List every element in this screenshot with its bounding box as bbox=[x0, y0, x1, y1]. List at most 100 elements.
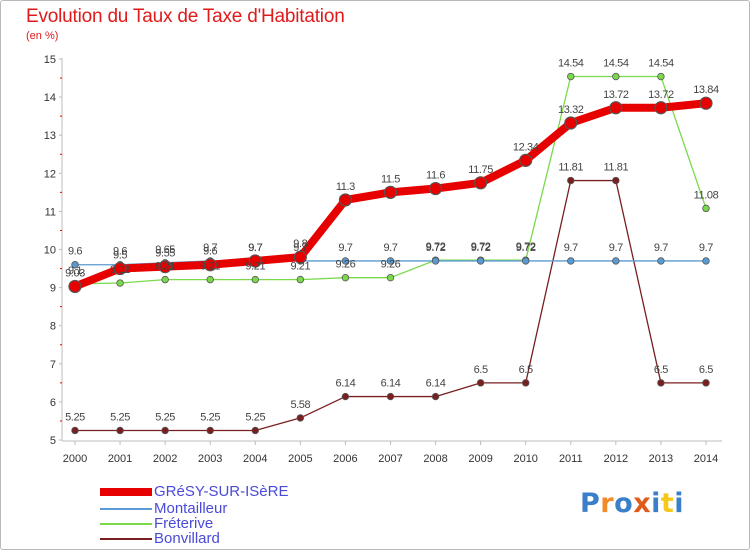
series-bonvillard bbox=[71, 176, 710, 435]
logo-letter: P bbox=[580, 488, 601, 519]
data-point-bonvillard bbox=[71, 426, 79, 435]
data-point-freterive bbox=[296, 275, 305, 284]
legend-swatch-montailleur bbox=[100, 508, 152, 510]
data-label-bonvillard: 5.25 bbox=[110, 411, 130, 423]
data-label-montailleur: 9.7 bbox=[248, 242, 262, 254]
data-point-gresy bbox=[699, 96, 713, 110]
data-point-gresy bbox=[248, 254, 262, 268]
data-label-bonvillard: 11.81 bbox=[558, 162, 583, 174]
legend-label-bonvillard: Bonvillard bbox=[154, 530, 220, 547]
data-point-gresy bbox=[68, 279, 82, 294]
data-label-gresy: 9.55 bbox=[155, 248, 175, 260]
y-tick-label: 11 bbox=[45, 206, 56, 218]
data-label-bonvillard: 6.5 bbox=[699, 364, 713, 376]
y-tick-label: 6 bbox=[50, 397, 56, 409]
data-point-gresy bbox=[293, 250, 307, 264]
x-tick-label: 2002 bbox=[153, 453, 177, 465]
data-label-montailleur: 9.72 bbox=[426, 242, 446, 254]
data-point-bonvillard bbox=[567, 176, 575, 185]
x-tick-label: 2012 bbox=[604, 453, 628, 465]
y-tick-label: 10 bbox=[44, 245, 56, 257]
x-tick-label: 2008 bbox=[423, 453, 447, 465]
data-label-freterive: 9.1 bbox=[68, 265, 82, 277]
data-point-montailleur bbox=[567, 257, 575, 265]
data-label-montailleur: 9.7 bbox=[203, 242, 217, 254]
data-label-freterive: 9.26 bbox=[381, 259, 401, 271]
data-point-bonvillard bbox=[431, 392, 440, 401]
data-label-freterive: 9.72 bbox=[471, 241, 491, 253]
logo-letter: r bbox=[600, 488, 615, 519]
legend-label-gresy: GRéSY-SUR-ISèRE bbox=[154, 483, 289, 500]
y-tick-label: 5 bbox=[50, 435, 56, 447]
logo-letter: x bbox=[633, 488, 652, 519]
data-label-gresy: 11.75 bbox=[468, 164, 493, 176]
data-label-gresy: 13.72 bbox=[603, 89, 629, 101]
data-label-gresy: 13.32 bbox=[558, 104, 584, 116]
data-label-montailleur: 9.7 bbox=[383, 242, 397, 254]
y-tick-label: 14 bbox=[44, 92, 56, 104]
data-label-bonvillard: 5.25 bbox=[155, 411, 175, 423]
data-point-montailleur bbox=[71, 261, 79, 269]
data-label-freterive: 9.21 bbox=[200, 261, 220, 273]
data-point-gresy bbox=[113, 261, 127, 276]
data-label-bonvillard: 6.5 bbox=[519, 364, 533, 376]
data-point-freterive bbox=[161, 275, 169, 284]
data-label-montailleur: 9.7 bbox=[699, 242, 713, 254]
y-tick-label: 12 bbox=[44, 168, 56, 180]
data-point-montailleur bbox=[386, 257, 395, 265]
data-label-bonvillard: 5.58 bbox=[290, 399, 310, 411]
data-point-montailleur bbox=[702, 257, 710, 265]
proxiti-logo: Proxiti bbox=[580, 488, 684, 519]
data-label-freterive: 14.54 bbox=[648, 58, 674, 70]
data-label-bonvillard: 5.25 bbox=[200, 411, 220, 423]
data-label-freterive: 9.72 bbox=[516, 241, 536, 253]
data-point-bonvillard bbox=[206, 426, 214, 435]
x-tick-label: 2003 bbox=[198, 453, 222, 465]
data-label-montailleur: 9.72 bbox=[471, 242, 491, 254]
data-label-gresy: 9.7 bbox=[248, 242, 262, 254]
data-point-gresy bbox=[158, 260, 172, 274]
data-label-montailleur: 9.7 bbox=[338, 242, 352, 254]
data-point-bonvillard bbox=[702, 379, 710, 387]
data-label-bonvillard: 6.14 bbox=[426, 378, 446, 390]
data-label-freterive: 9.12 bbox=[110, 264, 130, 276]
data-label-gresy: 9.5 bbox=[113, 250, 127, 262]
data-label-gresy: 12.34 bbox=[513, 141, 539, 153]
data-label-bonvillard: 6.5 bbox=[474, 364, 488, 376]
data-label-bonvillard: 5.25 bbox=[245, 411, 265, 423]
data-label-montailleur: 9.7 bbox=[654, 242, 668, 254]
data-point-bonvillard bbox=[296, 414, 305, 422]
data-label-freterive: 9.21 bbox=[245, 261, 265, 273]
x-tick-label: 2009 bbox=[468, 453, 492, 465]
logo-letter: i bbox=[674, 488, 685, 519]
y-tick-label: 13 bbox=[44, 130, 56, 142]
data-label-gresy: 9.6 bbox=[203, 246, 217, 258]
data-label-montailleur: 9.7 bbox=[609, 242, 623, 254]
data-label-montailleur: 9.72 bbox=[516, 242, 536, 254]
data-point-freterive bbox=[702, 204, 710, 213]
data-label-bonvillard: 6.14 bbox=[336, 378, 356, 390]
y-tick-label: 9 bbox=[50, 283, 56, 295]
y-tick-label: 7 bbox=[50, 359, 56, 371]
x-tick-label: 2000 bbox=[63, 453, 87, 465]
data-point-montailleur bbox=[612, 257, 620, 265]
data-label-montailleur: 9.7 bbox=[564, 242, 578, 254]
data-label-gresy: 13.84 bbox=[693, 84, 719, 96]
data-label-bonvillard: 5.25 bbox=[65, 411, 85, 423]
data-point-gresy bbox=[564, 116, 578, 130]
y-tick-label: 8 bbox=[50, 321, 56, 333]
data-point-montailleur bbox=[476, 257, 485, 265]
x-tick-label: 2005 bbox=[288, 453, 312, 465]
data-label-freterive: 9.21 bbox=[155, 261, 175, 273]
data-label-freterive: 14.54 bbox=[603, 58, 629, 70]
data-point-freterive bbox=[251, 275, 259, 284]
data-point-bonvillard bbox=[116, 426, 124, 435]
data-point-freterive bbox=[612, 72, 620, 81]
data-label-montailleur: 9.65 bbox=[155, 244, 175, 256]
x-tick-label: 2013 bbox=[649, 453, 673, 465]
legend-swatch-gresy bbox=[100, 488, 152, 496]
data-point-gresy bbox=[338, 193, 353, 207]
data-label-freterive: 9.72 bbox=[426, 241, 446, 253]
data-label-montailleur: 9.7 bbox=[293, 242, 307, 254]
